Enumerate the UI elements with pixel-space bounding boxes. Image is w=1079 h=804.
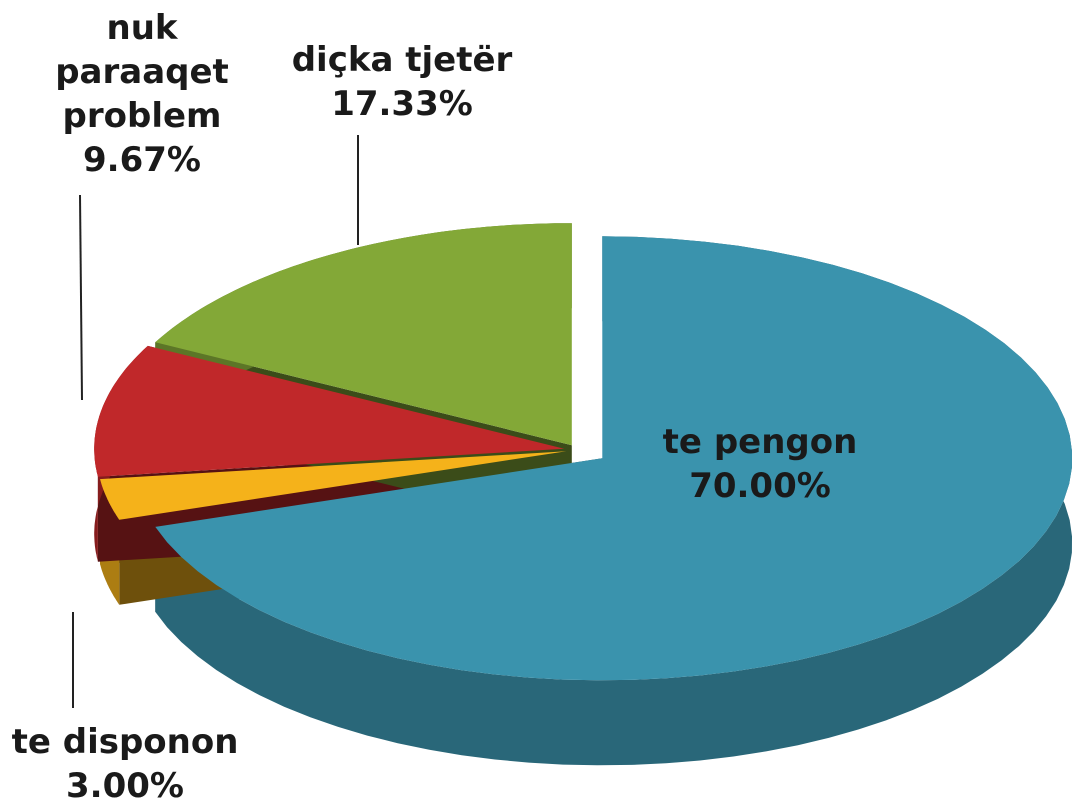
slice-label: diçka tjetër xyxy=(291,40,513,80)
slice-label: te disponon xyxy=(11,722,239,762)
slice xyxy=(155,223,572,446)
slice-label: te pengon xyxy=(662,422,858,462)
slice-value-label: 17.33% xyxy=(331,84,473,124)
slice-label: nuk paraaqet problem xyxy=(55,8,229,136)
slice-value-label: 9.67% xyxy=(83,140,201,180)
leader-line xyxy=(79,194,83,401)
slice xyxy=(100,451,567,520)
slice xyxy=(94,345,565,477)
slice xyxy=(155,236,1073,681)
slice-value-label: 70.00% xyxy=(689,466,831,506)
slice-value-label: 3.00% xyxy=(66,766,184,804)
